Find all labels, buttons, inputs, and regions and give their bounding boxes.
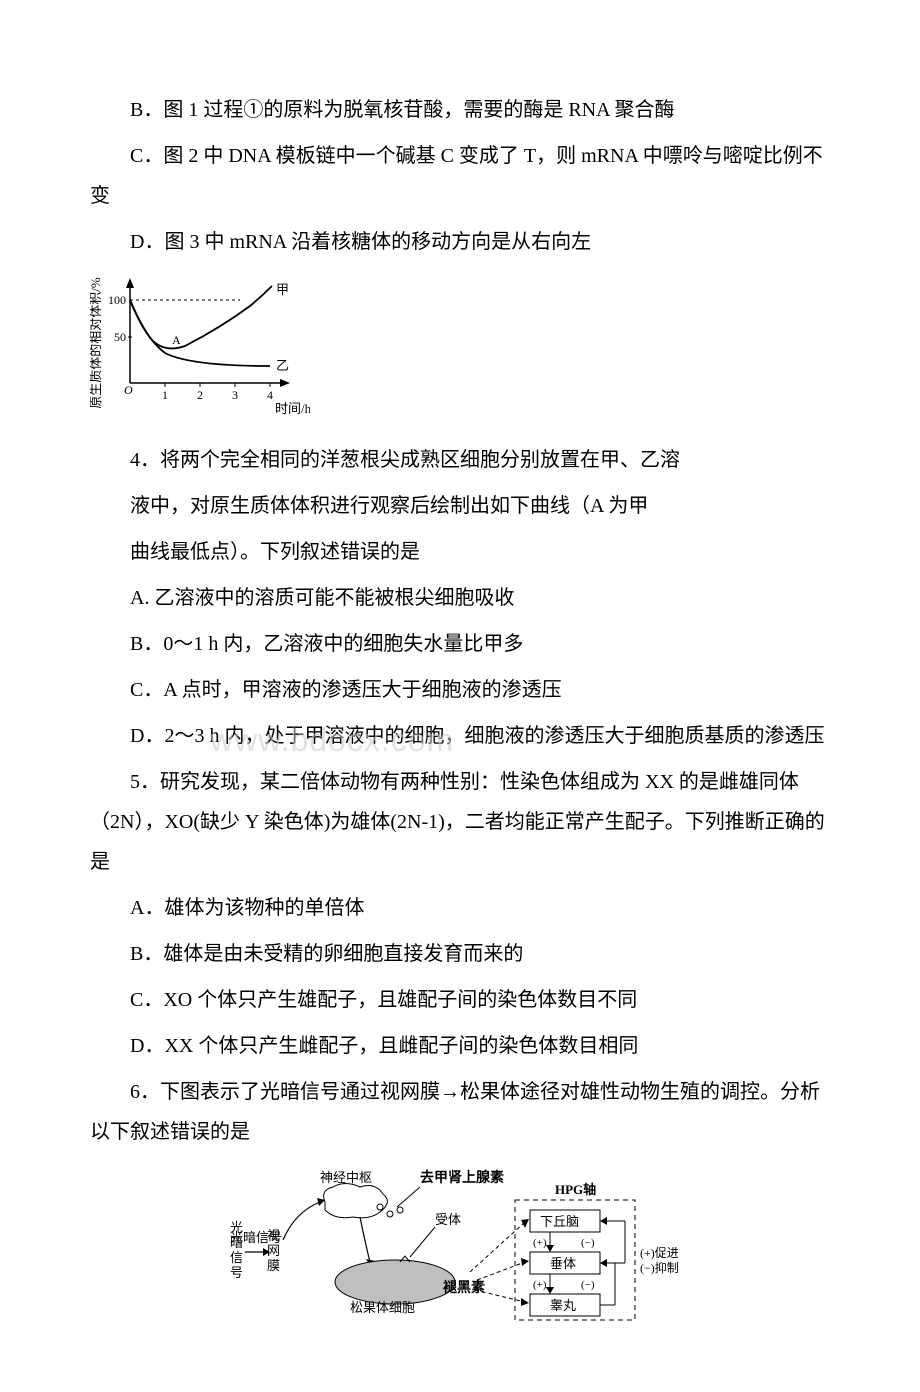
q5-stem: 5．研究发现，某二倍体动物有两种性别：性染色体组成为 XX 的是雌雄同体（2N）… [90, 762, 830, 882]
dash-arrow-hypo-head [521, 1219, 529, 1228]
xtick-3-label: 3 [232, 388, 238, 402]
q4-option-c: C．A 点时，甲溶液的渗透压大于细胞液的渗透压 [90, 670, 830, 710]
chart-q4-svg: 原生质体的相对体积/% 100 50 O 1 2 3 4 时间/h [90, 268, 310, 418]
plus-1: (+) [533, 1237, 547, 1249]
label-nore: 去甲肾上腺素 [420, 1169, 504, 1186]
prev-option-c: C．图 2 中 DNA 模板链中一个碱基 C 变成了 T，则 mRNA 中嘌呤与… [90, 136, 830, 216]
prev-option-d: D．图 3 中 mRNA 沿着核糖体的移动方向是从右向左 [90, 222, 830, 262]
chart-q4: 原生质体的相对体积/% 100 50 O 1 2 3 4 时间/h [90, 268, 830, 432]
arrow-center-pineal [360, 1217, 370, 1262]
pointer-receptor [410, 1227, 435, 1257]
label-yi: 乙 [276, 358, 289, 373]
label-melatonin: 褪黑素 [443, 1279, 485, 1296]
label-jia: 甲 [276, 282, 289, 297]
prev-option-b: B．图 1 过程①的原料为脱氧核苷酸，需要的酶是 RNA 聚合酶 [90, 90, 830, 130]
plus-2: (+) [533, 1279, 547, 1291]
xtick-1-label: 1 [162, 388, 168, 402]
label-light-1: 光 [230, 1220, 243, 1235]
xtick-2-label: 2 [197, 388, 203, 402]
arrow-pit-testis-head [546, 1287, 554, 1294]
ytick-100: 100 [108, 293, 126, 307]
dot-3 [397, 1207, 403, 1213]
minus-2: (−) [581, 1279, 595, 1291]
q4-option-b: B．0～1 h 内，乙溶液中的细胞失水量比甲多 [90, 624, 830, 664]
dot-1 [377, 1204, 383, 1210]
origin-label: O [124, 383, 133, 397]
x-axis-arrow [280, 379, 290, 387]
chart-xlabel: 时间/h [275, 401, 310, 416]
label-hypo: 下丘脑 [540, 1214, 579, 1229]
dot-2 [387, 1211, 393, 1217]
label-retina-2: 网 [267, 1243, 280, 1258]
dash-arrow-hypo [470, 1222, 525, 1272]
chart-ylabel: 原生质体的相对体积/% [90, 277, 103, 409]
legend-plus: (+)促进 [640, 1246, 679, 1260]
label-retina-3: 膜 [267, 1258, 280, 1273]
q4-option-d: D．2～3 h 内，处于甲溶液中的细胞，细胞液的渗透压大于细胞质基质的渗透压 [90, 716, 830, 756]
pineal-cell [335, 1260, 455, 1304]
curve-yi [130, 300, 270, 366]
arrow-hypo-pit-head [546, 1245, 554, 1252]
label-light-4: 号 [230, 1265, 243, 1280]
label-light-2: 暗 [230, 1235, 243, 1250]
q5-option-b: B．雄体是由未受精的卵细胞直接发育而来的 [90, 934, 830, 974]
dash-arrow-testis [475, 1290, 525, 1302]
label-pit: 垂体 [550, 1256, 576, 1271]
dash-arrow-testis-head [521, 1298, 529, 1306]
fb-pit-hypo-head [600, 1217, 607, 1225]
label-point-a: A [172, 333, 181, 347]
q6-stem: 6．下图表示了光暗信号通过视网膜→松果体途径对雄性动物生殖的调控。分析以下叙述错… [90, 1072, 830, 1152]
label-receptor: 受体 [435, 1212, 461, 1227]
xtick-4-label: 4 [267, 388, 273, 402]
q5-option-d: D．XX 个体只产生雌配子，且雌配子间的染色体数目相同 [90, 1026, 830, 1066]
q4-stem-1: 4．将两个完全相同的洋葱根尖成熟区细胞分别放置在甲、乙溶 [90, 440, 830, 480]
dash-arrow-pit [477, 1262, 525, 1280]
ytick-50: 50 [114, 330, 126, 344]
label-pineal: 松果体细胞 [350, 1300, 415, 1315]
brain-outline [324, 1184, 388, 1218]
label-center: 神经中枢 [320, 1170, 372, 1185]
document-page: B．图 1 过程①的原料为脱氧核苷酸，需要的酶是 RNA 聚合酶 C．图 2 中… [0, 0, 920, 1392]
label-hpg: HPG轴 [555, 1182, 596, 1197]
minus-1: (−) [581, 1237, 595, 1249]
q4-option-a: A. 乙溶液中的溶质可能不能被根尖细胞吸收 [90, 578, 830, 618]
legend-minus: (−)抑制 [640, 1260, 679, 1275]
label-retina-1: 视 [267, 1228, 280, 1243]
label-testis: 睾丸 [550, 1298, 576, 1313]
label-light-3: 信 [230, 1250, 243, 1265]
arrow-retina-center [283, 1202, 320, 1240]
q5-option-c: C．XO 个体只产生雄配子，且雄配子间的染色体数目不同 [90, 980, 830, 1020]
q5-option-a: A．雄体为该物种的单倍体 [90, 888, 830, 928]
diagram-q6: 光暗信号 光 暗 信 号 视 网 膜 神经中枢 去甲肾上腺素 受体 松果 [225, 1162, 695, 1332]
y-axis-arrow [126, 278, 134, 288]
dash-arrow-pit-head [521, 1258, 529, 1266]
watermark-container: D．2～3 h 内，处于甲溶液中的细胞，细胞液的渗透压大于细胞质基质的渗透压 w… [90, 716, 830, 756]
q4-stem-3: 曲线最低点）。下列叙述错误的是 [90, 532, 830, 572]
curve-jia [130, 286, 272, 348]
pointer-nore [397, 1187, 420, 1207]
q4-stem-2: 液中，对原生质体体积进行观察后绘制出如下曲线（A 为甲 [90, 486, 830, 526]
